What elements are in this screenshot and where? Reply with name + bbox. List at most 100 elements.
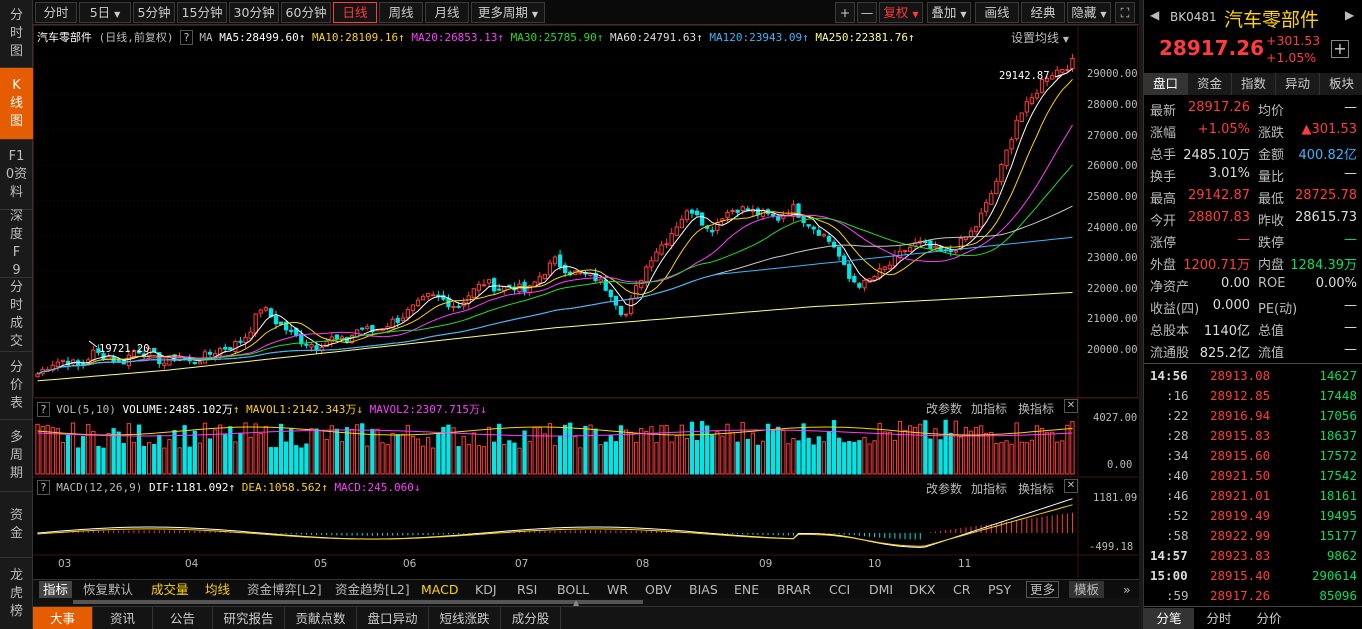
tab-abnormal-moves[interactable]: 异动 bbox=[1276, 73, 1320, 95]
tab-macd[interactable]: MACD bbox=[421, 582, 459, 597]
nav-price-table[interactable]: 分价表 bbox=[0, 352, 33, 420]
nav-intraday[interactable]: 分时图 bbox=[0, 0, 33, 68]
volume-value: VOLUME:2485.102万 bbox=[122, 403, 233, 416]
nav-f10[interactable]: F10资料 bbox=[0, 140, 33, 210]
tab-intraday[interactable]: 分时 bbox=[1206, 611, 1232, 626]
nav-depth[interactable]: 深度F9 bbox=[0, 209, 33, 278]
tab-order-book[interactable]: 盘口 bbox=[1144, 73, 1188, 95]
tab-ticks[interactable]: 分笔 bbox=[1144, 608, 1194, 629]
volume-bar bbox=[552, 445, 558, 475]
volume-bar bbox=[776, 426, 781, 475]
hide-dropdown[interactable]: 隐藏 ▼ bbox=[1067, 2, 1111, 23]
tab-fund-game[interactable]: 资金博弈[L2] bbox=[247, 582, 322, 597]
nav-trades[interactable]: 分时成交 bbox=[0, 278, 33, 352]
trade-price: 28917.26 bbox=[1210, 588, 1271, 603]
volume-bar bbox=[212, 429, 218, 475]
nav-funds[interactable]: 资金 bbox=[0, 492, 33, 558]
vol-add-indicator-button[interactable]: 加指标 bbox=[971, 402, 1008, 416]
macd-switch-indicator-button[interactable]: 换指标 bbox=[1018, 482, 1055, 496]
adjust-rights-dropdown[interactable]: 复权 ▼ bbox=[879, 2, 923, 23]
tab-restore-default[interactable]: 恢复默认 bbox=[83, 582, 134, 597]
chevron-right-icon[interactable]: ▶ bbox=[1345, 8, 1355, 22]
scrollbar-thumb[interactable] bbox=[73, 600, 643, 604]
tab-events[interactable]: 大事 bbox=[33, 607, 93, 629]
tab-dkx[interactable]: DKX bbox=[909, 582, 936, 597]
help-icon[interactable]: ? bbox=[37, 402, 50, 417]
period-weekly[interactable]: 周线 bbox=[379, 2, 423, 23]
tab-indicator[interactable]: 指标 bbox=[39, 581, 73, 598]
arrow-up-icon[interactable]: ▲ bbox=[573, 598, 580, 607]
volume-bar bbox=[481, 446, 487, 475]
tab-ma[interactable]: 均线 bbox=[205, 582, 231, 597]
help-icon[interactable]: ? bbox=[37, 480, 50, 495]
panel-divider[interactable] bbox=[1139, 0, 1143, 629]
nav-dragon-tiger[interactable]: 龙虎榜 bbox=[0, 558, 33, 629]
tab-cr[interactable]: CR bbox=[953, 582, 971, 597]
nav-kline[interactable]: K线图 bbox=[0, 68, 33, 140]
tab-funds[interactable]: 资金 bbox=[1188, 73, 1232, 95]
tab-news[interactable]: 资讯 bbox=[93, 607, 153, 629]
help-icon[interactable]: ? bbox=[180, 30, 193, 45]
tab-wr[interactable]: WR bbox=[607, 582, 629, 597]
volume-bar bbox=[816, 436, 821, 475]
volume-bar bbox=[162, 447, 167, 475]
candle-body bbox=[674, 226, 679, 236]
tab-template[interactable]: 模板 bbox=[1069, 581, 1105, 598]
tab-cci[interactable]: CCI bbox=[829, 582, 851, 597]
tab-research[interactable]: 研究报告 bbox=[213, 607, 285, 629]
tab-boll[interactable]: BOLL bbox=[557, 582, 590, 597]
fullscreen-icon[interactable]: ⛶ bbox=[1115, 2, 1135, 23]
zoom-in-button[interactable]: + bbox=[835, 2, 855, 23]
period-15min[interactable]: 15分钟 bbox=[177, 2, 227, 23]
kline-chart-area[interactable]: 汽车零部件 (日线,前复权) ? MA MA5:28499.60↑ MA10:2… bbox=[33, 25, 1139, 578]
tab-announcements[interactable]: 公告 bbox=[153, 607, 213, 629]
tab-abnormal[interactable]: 盘口异动 bbox=[357, 607, 429, 629]
period-monthly[interactable]: 月线 bbox=[425, 2, 469, 23]
period-daily[interactable]: 日线 bbox=[333, 2, 377, 23]
tab-index[interactable]: 指数 bbox=[1232, 73, 1276, 95]
tab-sector[interactable]: 板块 bbox=[1320, 73, 1362, 95]
period-60min[interactable]: 60分钟 bbox=[281, 2, 331, 23]
period-5day[interactable]: 5日 ▼ bbox=[79, 2, 131, 23]
ma-settings-button[interactable]: 设置均线 ▼ bbox=[1011, 29, 1069, 46]
tab-dmi[interactable]: DMI bbox=[869, 582, 894, 597]
macd-add-indicator-button[interactable]: 加指标 bbox=[971, 482, 1008, 496]
tab-price-dist[interactable]: 分价 bbox=[1256, 611, 1282, 626]
quote-label: 总手 bbox=[1150, 148, 1177, 163]
period-intraday[interactable]: 分时 bbox=[35, 2, 77, 23]
tab-bias[interactable]: BIAS bbox=[689, 582, 718, 597]
tab-kdj[interactable]: KDJ bbox=[475, 582, 497, 597]
vol-params-button[interactable]: 改参数 bbox=[926, 402, 963, 416]
tab-obv[interactable]: OBV bbox=[645, 582, 672, 597]
arrow-right-icon[interactable]: » bbox=[1123, 582, 1131, 597]
candle-body bbox=[258, 309, 263, 314]
tab-fund-trend[interactable]: 资金趋势[L2] bbox=[335, 582, 410, 597]
tab-volume[interactable]: 成交量 bbox=[151, 582, 189, 597]
period-more[interactable]: 更多周期 ▼ bbox=[471, 2, 545, 23]
add-watchlist-icon[interactable]: + bbox=[1331, 40, 1349, 58]
chart-scrollbar[interactable]: ▲ bbox=[33, 598, 1139, 607]
kline-chart-svg[interactable] bbox=[33, 25, 1139, 578]
draw-line-button[interactable]: 画线 bbox=[975, 2, 1019, 23]
tab-psy[interactable]: PSY bbox=[988, 582, 1012, 597]
tab-contribution[interactable]: 贡献点数 bbox=[285, 607, 357, 629]
tab-brar[interactable]: BRAR bbox=[777, 582, 811, 597]
macd-params-button[interactable]: 改参数 bbox=[926, 482, 963, 496]
classic-button[interactable]: 经典 bbox=[1021, 2, 1065, 23]
chevron-left-icon[interactable]: ◀ bbox=[1150, 8, 1160, 22]
volume-bar bbox=[243, 422, 248, 475]
vol-switch-indicator-button[interactable]: 换指标 bbox=[1018, 402, 1055, 416]
tab-more[interactable]: 更多 bbox=[1026, 581, 1060, 598]
price-tick: 25000.00 bbox=[1087, 191, 1138, 203]
tab-short-term[interactable]: 短线涨跌 bbox=[429, 607, 501, 629]
period-5min[interactable]: 5分钟 bbox=[133, 2, 175, 23]
overlay-dropdown[interactable]: 叠加 ▼ bbox=[927, 2, 971, 23]
nav-multi-period[interactable]: 多周期 bbox=[0, 420, 33, 492]
tab-constituents[interactable]: 成分股 bbox=[501, 607, 561, 629]
tab-ene[interactable]: ENE bbox=[734, 582, 760, 597]
tab-rsi[interactable]: RSI bbox=[517, 582, 538, 597]
zoom-out-button[interactable]: — bbox=[857, 2, 877, 23]
period-30min[interactable]: 30分钟 bbox=[229, 2, 279, 23]
close-icon[interactable]: ✕ bbox=[1064, 399, 1078, 413]
close-icon[interactable]: ✕ bbox=[1064, 479, 1078, 493]
